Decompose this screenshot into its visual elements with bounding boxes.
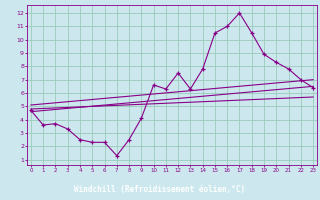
- Text: Windchill (Refroidissement éolien,°C): Windchill (Refroidissement éolien,°C): [75, 185, 245, 194]
